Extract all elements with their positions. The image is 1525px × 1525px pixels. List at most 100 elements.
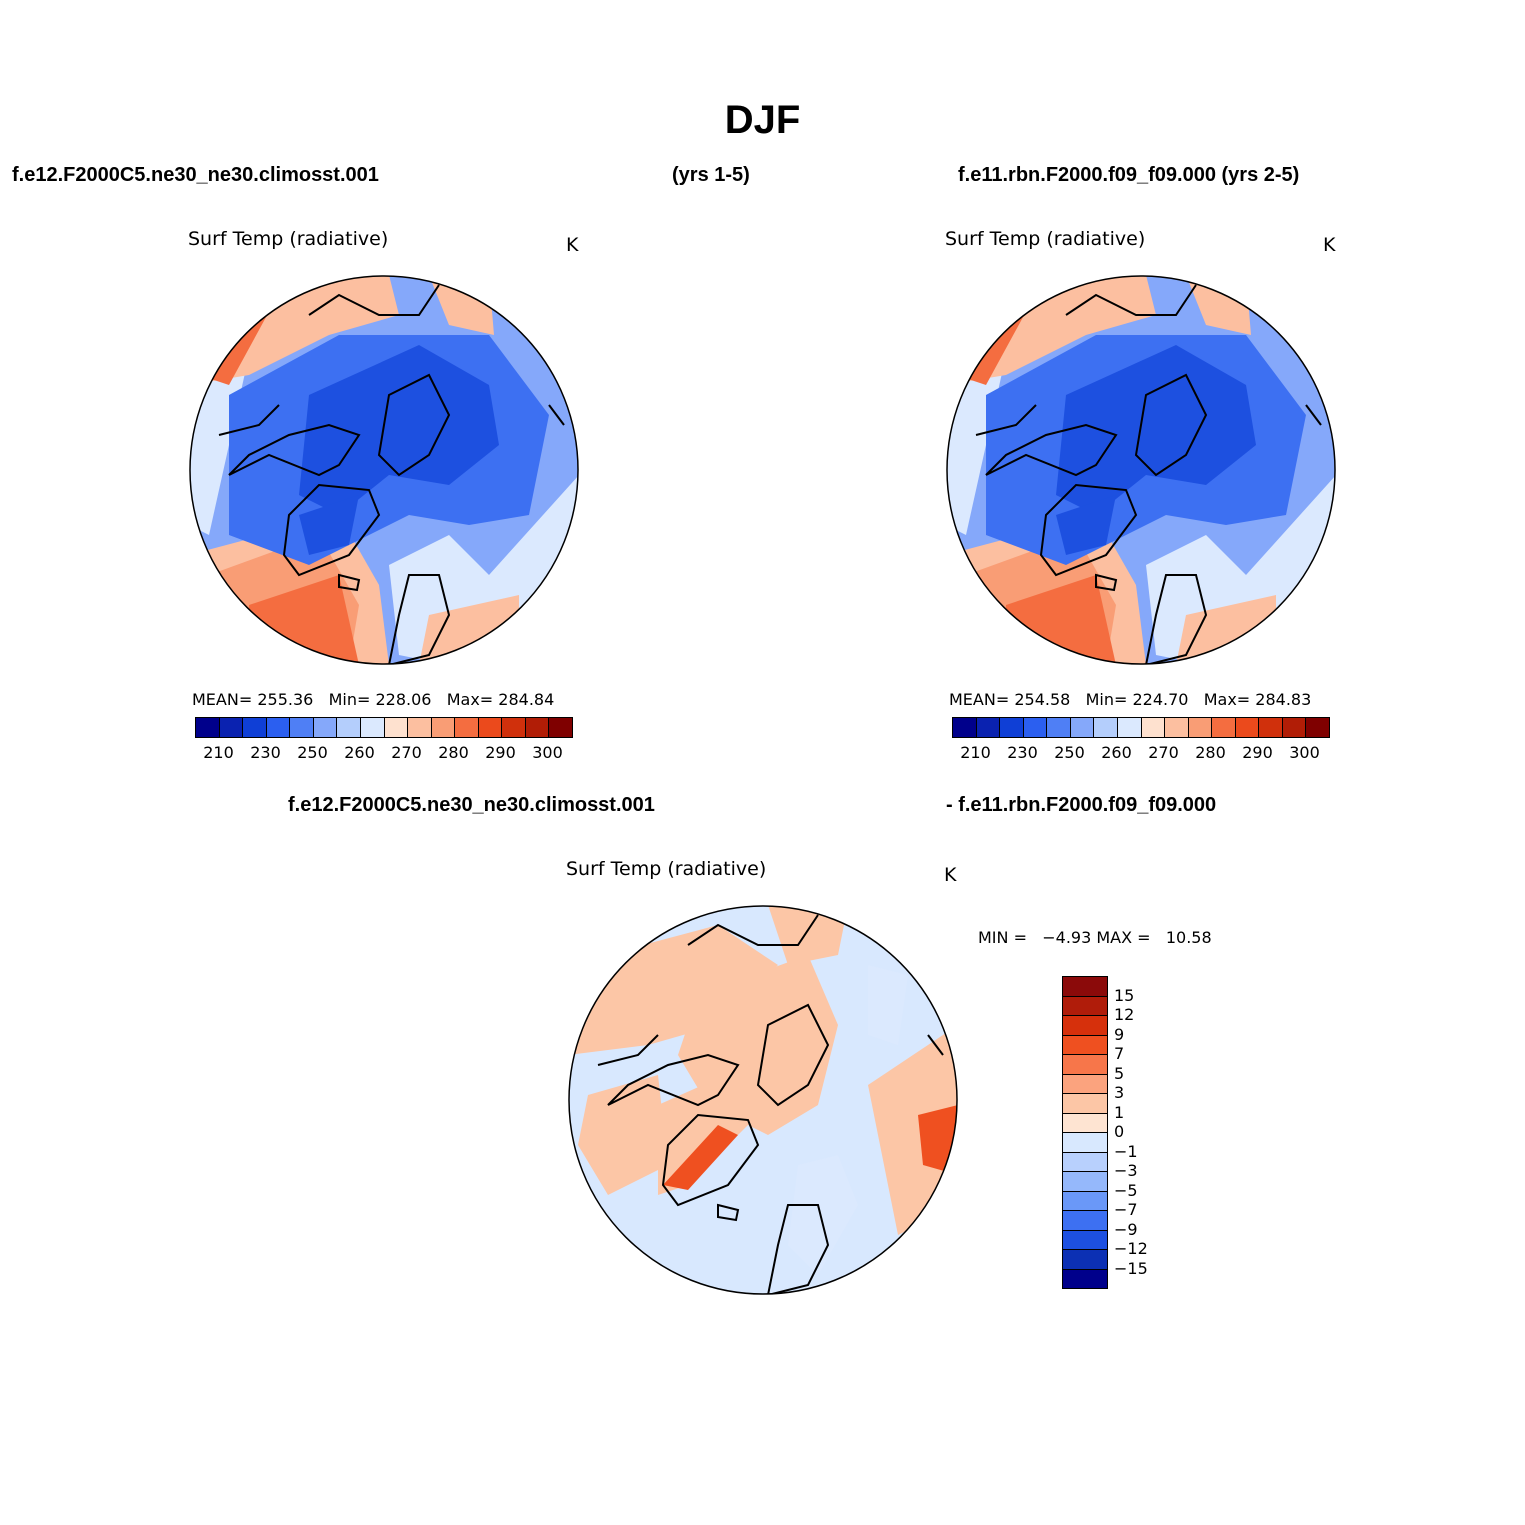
- colorbar-swatch: [1063, 996, 1107, 1016]
- colorbar-tick-label: −1: [1114, 1141, 1138, 1161]
- colorbar-swatch: [1165, 718, 1189, 737]
- diff-stats: MIN = −4.93 MAX = 10.58: [978, 928, 1212, 947]
- colorbar-swatch: [976, 718, 1001, 737]
- colorbar-swatch: [384, 718, 409, 737]
- colorbar-swatch: [1306, 718, 1329, 737]
- colorbar-swatch: [549, 718, 572, 737]
- diff-polar-map: [568, 905, 958, 1295]
- colorbar-swatch: [525, 718, 550, 737]
- colorbar-swatch: [1063, 1055, 1107, 1075]
- colorbar-swatch: [478, 718, 503, 737]
- colorbar-swatch: [1259, 718, 1283, 737]
- colorbar-swatch: [1000, 718, 1024, 737]
- colorbar-tick-label: 300: [1289, 743, 1320, 762]
- tl-polar-map: [189, 275, 579, 665]
- colorbar-swatch: [1063, 1172, 1107, 1192]
- colorbar-tick-label: 300: [532, 743, 563, 762]
- colorbar-tick-label: 210: [960, 743, 991, 762]
- colorbar-tick-label: 230: [250, 743, 281, 762]
- tl-panel-title: Surf Temp (radiative): [188, 228, 389, 250]
- tr-colorbar: [952, 717, 1330, 738]
- colorbar-swatch: [1023, 718, 1048, 737]
- case-a-header: f.e12.F2000C5.ne30_ne30.climosst.001: [12, 164, 379, 186]
- colorbar-swatch: [1212, 718, 1236, 737]
- colorbar-tick-label: 280: [1195, 743, 1226, 762]
- colorbar-tick-label: 250: [1054, 743, 1085, 762]
- colorbar-swatch: [1063, 1211, 1107, 1231]
- colorbar-tick-label: 270: [1148, 743, 1179, 762]
- colorbar-swatch: [313, 718, 338, 737]
- colorbar-swatch: [1063, 1016, 1107, 1036]
- tl-colorbar: [195, 717, 573, 738]
- colorbar-swatch: [1235, 718, 1260, 737]
- colorbar-swatch: [1063, 1113, 1107, 1133]
- diff-min-value: −4.93: [1042, 928, 1092, 947]
- colorbar-tick-label: 3: [1114, 1083, 1125, 1102]
- colorbar-swatch: [408, 718, 432, 737]
- colorbar-tick-label: −5: [1114, 1180, 1138, 1200]
- tl-min-value: 228.06: [375, 690, 432, 709]
- tr-polar-map: [946, 275, 1336, 665]
- colorbar-swatch: [290, 718, 314, 737]
- tl-mean-value: 255.36: [257, 690, 314, 709]
- diff-units: K: [944, 864, 957, 886]
- colorbar-swatch: [431, 718, 456, 737]
- diff-max-label: MAX =: [1096, 928, 1151, 947]
- colorbar-tick-label: −3: [1114, 1161, 1138, 1180]
- colorbar-swatch: [243, 718, 267, 737]
- colorbar-swatch: [455, 718, 479, 737]
- colorbar-swatch: [1063, 1035, 1107, 1055]
- colorbar-tick-label: 270: [391, 743, 422, 762]
- colorbar-swatch: [219, 718, 244, 737]
- colorbar-swatch: [360, 718, 385, 737]
- diff-colorbar: [1062, 976, 1108, 1289]
- tl-mean-label: MEAN=: [192, 690, 253, 709]
- tr-panel-title: Surf Temp (radiative): [945, 228, 1146, 250]
- colorbar-swatch: [1063, 1133, 1107, 1153]
- colorbar-swatch: [1063, 1094, 1107, 1114]
- colorbar-tick-label: 260: [344, 743, 375, 762]
- diff-panel-title: Surf Temp (radiative): [566, 858, 767, 880]
- colorbar-swatch: [1117, 718, 1142, 737]
- colorbar-tick-label: 290: [1242, 743, 1273, 762]
- colorbar-tick-label: 12: [1114, 1005, 1135, 1024]
- tl-max-value: 284.84: [498, 690, 555, 709]
- colorbar-tick-label: −15: [1114, 1258, 1148, 1278]
- tr-stats: MEAN= 254.58 Min= 224.70 Max= 284.83: [949, 690, 1311, 709]
- colorbar-tick-label: −9: [1114, 1219, 1138, 1239]
- colorbar-swatch: [1063, 1074, 1107, 1094]
- main-title: DJF: [724, 98, 801, 142]
- colorbar-swatch: [337, 718, 361, 737]
- diff-case-a: f.e12.F2000C5.ne30_ne30.climosst.001: [288, 794, 655, 816]
- colorbar-tick-label: 9: [1114, 1024, 1125, 1044]
- case-b-header: f.e11.rbn.F2000.f09_f09.000 (yrs 2-5): [958, 164, 1300, 186]
- colorbar-swatch: [1063, 1250, 1107, 1270]
- colorbar-tick-label: 250: [297, 743, 328, 762]
- diff-max-value: 10.58: [1165, 928, 1212, 947]
- colorbar-swatch: [1141, 718, 1166, 737]
- colorbar-swatch: [502, 718, 526, 737]
- colorbar-tick-label: 260: [1101, 743, 1132, 762]
- colorbar-swatch: [1070, 718, 1095, 737]
- colorbar-swatch: [953, 718, 977, 737]
- colorbar-tick-label: −12: [1114, 1239, 1148, 1258]
- colorbar-swatch: [1188, 718, 1213, 737]
- tl-max-label: Max=: [446, 690, 494, 709]
- colorbar-tick-label: 230: [1007, 743, 1038, 762]
- colorbar-swatch: [1047, 718, 1071, 737]
- colorbar-swatch: [196, 718, 220, 737]
- tl-stats: MEAN= 255.36 Min= 228.06 Max= 284.84: [192, 690, 554, 709]
- colorbar-tick-label: 0: [1114, 1122, 1125, 1141]
- colorbar-swatch: [266, 718, 291, 737]
- colorbar-tick-label: 210: [203, 743, 234, 762]
- colorbar-tick-label: 15: [1114, 985, 1135, 1005]
- colorbar-swatch: [1063, 1152, 1107, 1172]
- tl-units: K: [566, 234, 579, 256]
- colorbar-tick-label: 290: [485, 743, 516, 762]
- colorbar-tick-label: 1: [1114, 1102, 1125, 1122]
- tr-min-label: Min=: [1085, 690, 1128, 709]
- diff-min-label: MIN =: [978, 928, 1027, 947]
- tl-min-label: Min=: [328, 690, 371, 709]
- tr-mean-label: MEAN=: [949, 690, 1010, 709]
- colorbar-swatch: [1063, 1191, 1107, 1211]
